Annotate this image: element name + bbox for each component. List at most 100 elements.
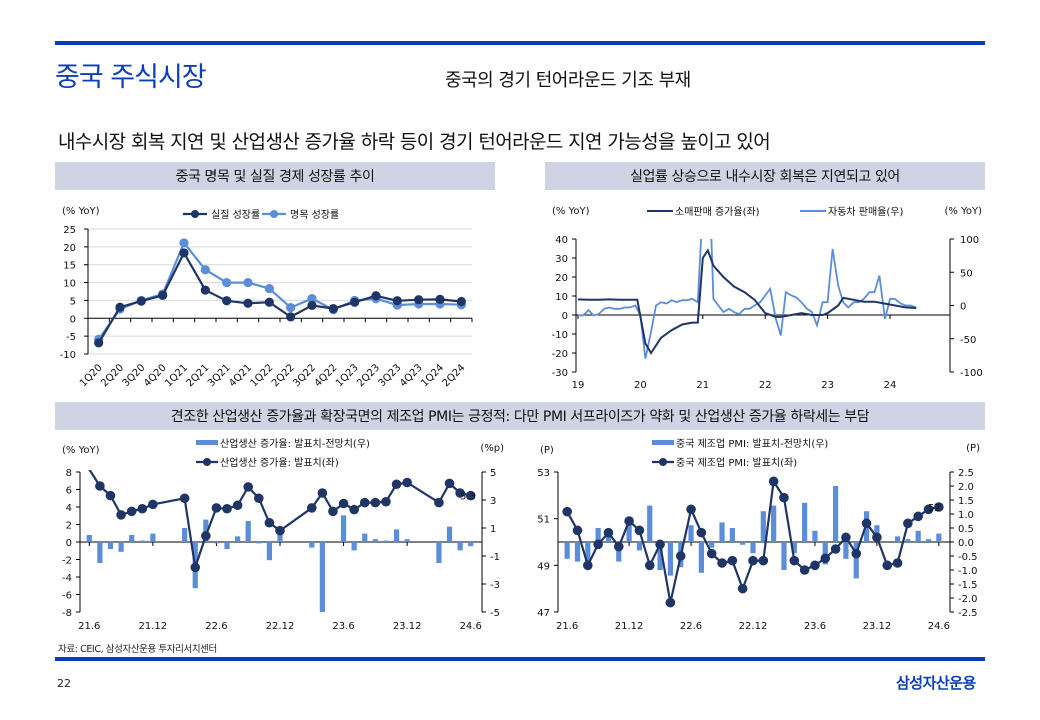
y-tick-label-left: 4 [66,503,72,514]
y-tick-label-right: -100 [960,368,983,379]
data-point-nominal [243,277,253,288]
bottom-banner-title: 견조한 산업생산 증가율과 확장국면의 제조업 PMI는 긍정적: 다만 PMI… [170,409,870,425]
y-tick-label: 0 [70,314,76,325]
bar-surprise [585,542,591,562]
bar-surprise [843,542,849,559]
y-tick-label-right: -1.0 [958,566,978,577]
chart2-banner-title: 실업률 상승으로 내수시장 회복은 지연되고 있어 [630,169,900,185]
bar-surprise [266,542,273,561]
y-tick-label: 5 [70,296,76,307]
data-point-actual [116,510,126,520]
bar-surprise [750,542,756,554]
data-point-actual [179,493,190,504]
data-point-actual [892,558,903,568]
legend-label: 명목 성장률 [290,209,339,221]
data-point-real [94,338,104,348]
data-point-actual [768,476,779,487]
y-tick-label-left: 8 [66,468,72,479]
bar-surprise [626,516,632,542]
y-axis-label-left: (P) [540,445,554,456]
y-axis-label-left: (% YoY) [62,445,100,456]
data-point-actual [923,504,934,515]
x-tick-label: 24.6 [460,621,482,632]
legend-label: 중국 제조업 PMI: 발표치-전망치(우) [676,437,828,450]
data-point-actual [95,481,105,491]
bar-surprise [203,519,209,542]
y-axis-label-right: (%p) [480,443,504,454]
bar-surprise [139,540,145,542]
y-tick-label-left: 30 [555,254,568,265]
bar-surprise [446,526,453,542]
chart1-banner-title: 중국 명목 및 실질 경제 성장률 추이 [175,169,375,185]
data-point-nominal [264,284,274,294]
y-tick-label-left: 47 [537,608,550,619]
page-title: 중국 주식시장 [55,62,207,93]
bar-surprise [319,542,325,612]
data-point-real [136,296,146,306]
data-point-actual [851,548,862,559]
bar-surprise [404,539,410,542]
y-tick-label-left: -4 [62,573,72,584]
legend-swatch-bar [196,440,218,445]
bar-surprise [894,536,901,542]
bar-surprise [729,528,735,542]
y-tick-label-right: 0 [960,302,966,313]
y-tick-label-left: 2 [66,521,72,532]
bar-surprise [118,542,124,552]
data-point-actual [789,555,800,566]
bar-surprise [688,525,694,542]
bar-surprise [760,511,766,542]
y-tick-label-right: -2.0 [958,594,978,605]
bar-surprise [698,542,704,573]
y-tick-label-right: -0.5 [958,552,978,563]
data-point-actual [381,496,391,507]
data-point-real [371,291,381,301]
data-point-actual [644,560,655,571]
data-point-actual [126,506,137,517]
bar-surprise [791,542,797,554]
page-subtitle: 중국의 경기 턴어라운드 기조 부재 [445,70,691,91]
data-point-actual [717,558,727,568]
bar-surprise [740,542,746,545]
data-point-actual [624,516,634,526]
bar-surprise [915,530,921,542]
bar-surprise [595,528,601,542]
data-point-real [435,294,445,304]
y-tick-label-right: 0.0 [958,538,974,549]
y-axis-label: (% YoY) [62,206,100,217]
data-point-nominal [286,302,296,313]
data-point-actual [465,490,476,501]
data-point-actual [634,525,645,536]
data-point-real [264,297,274,307]
y-tick-label: 15 [63,261,76,272]
data-point-actual [583,560,593,571]
bar-surprise [647,505,653,542]
data-point-actual [737,583,748,594]
data-point-actual [254,493,264,504]
data-point-real [158,290,168,301]
data-point-nominal [200,265,210,275]
x-tick-label: 20 [634,380,647,391]
bar-surprise [616,542,622,562]
y-tick-label-right: 1 [490,524,496,535]
data-point-real [200,285,210,295]
x-tick-label: 21.12 [615,621,644,632]
bar-surprise [86,535,92,542]
y-tick-label-right: 1.5 [958,496,974,507]
data-point-actual [665,597,676,608]
data-point-actual [306,503,317,513]
bar-surprise [129,535,135,542]
bar-surprise [245,521,251,542]
data-point-actual [317,488,328,498]
y-tick-label-left: -20 [552,349,568,360]
data-point-actual [903,518,913,529]
data-point-real [392,296,402,306]
y-tick-label-right: -1.5 [958,580,978,591]
y-tick-label-left: -8 [62,608,72,619]
bar-surprise [657,542,663,570]
bar-surprise [822,542,828,565]
